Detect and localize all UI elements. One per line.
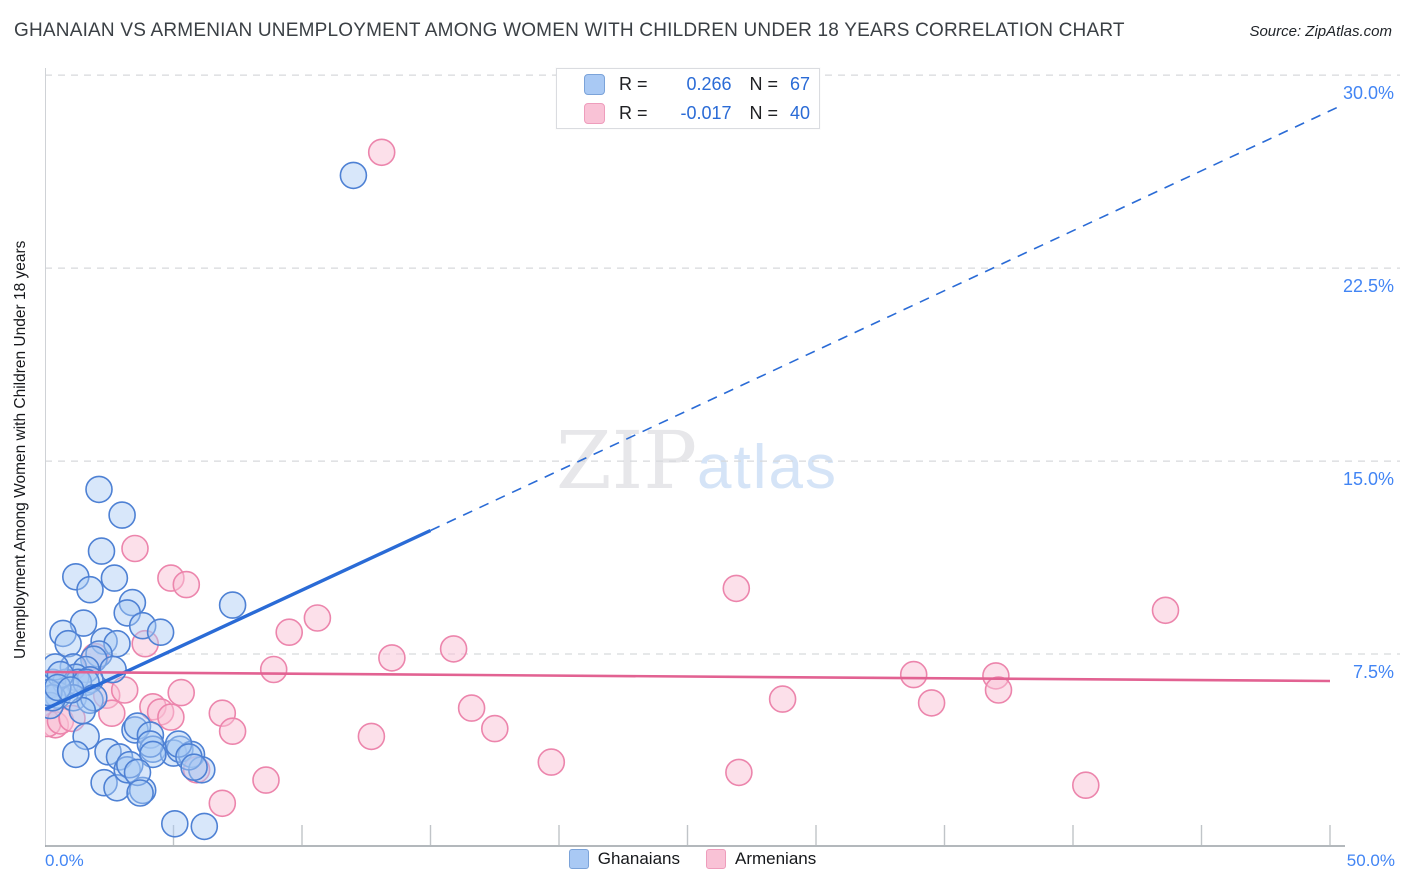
correlation-legend: R = 0.266 N = 67 R = -0.017 N = 40 xyxy=(556,68,820,129)
scatter-point-armenians[interactable] xyxy=(208,789,237,818)
scatter-point-ghanaians[interactable] xyxy=(76,575,104,604)
armenians-swatch-icon xyxy=(705,849,726,869)
armenians-swatch-icon xyxy=(584,102,605,124)
scatter-point-ghanaians[interactable] xyxy=(126,779,154,807)
scatter-point-ghanaians[interactable] xyxy=(85,475,113,504)
trend-line-armenians xyxy=(45,670,1331,683)
scatter-point-armenians[interactable] xyxy=(722,574,751,603)
scatter-point-ghanaians[interactable] xyxy=(128,611,157,640)
source-link[interactable]: Source: ZipAtlas.com xyxy=(1249,23,1392,40)
scatter-point-ghanaians[interactable] xyxy=(161,809,189,838)
scatter-point-armenians[interactable] xyxy=(218,717,247,746)
scatter-point-armenians[interactable] xyxy=(259,655,288,684)
scatter-point-ghanaians[interactable] xyxy=(123,758,152,787)
n-value: 40 xyxy=(790,102,811,123)
scatter-point-armenians[interactable] xyxy=(457,694,486,722)
scatter-point-armenians[interactable] xyxy=(1151,596,1180,625)
r-label: R = xyxy=(619,102,648,123)
series-legend: Ghanaians Armenians xyxy=(45,849,1340,869)
scatter-point-ghanaians[interactable] xyxy=(146,618,175,647)
scatter-point-armenians[interactable] xyxy=(131,629,159,658)
scatter-point-armenians[interactable] xyxy=(110,676,139,704)
legend-row-armenians: R = -0.017 N = 40 xyxy=(584,101,819,125)
scatter-point-ghanaians[interactable] xyxy=(61,740,90,769)
trend-line-ghanaians xyxy=(45,528,432,711)
ghanaians-swatch-icon xyxy=(568,849,589,869)
x-tick-max: 50.0% xyxy=(1346,851,1395,870)
page-title: GHANAIAN VS ARMENIAN UNEMPLOYMENT AMONG … xyxy=(14,20,1125,41)
y-tick-7-5: 7.5% xyxy=(1352,662,1394,682)
scatter-point-armenians[interactable] xyxy=(275,618,303,647)
scatter-plot-canvas xyxy=(45,68,1400,847)
legend-item-ghanaians: Ghanaians xyxy=(568,849,680,869)
scatter-point-armenians[interactable] xyxy=(303,604,332,632)
scatter-point-armenians[interactable] xyxy=(357,722,386,751)
scatter-point-armenians[interactable] xyxy=(157,703,185,731)
scatter-point-armenians[interactable] xyxy=(167,678,195,707)
scatter-point-armenians[interactable] xyxy=(537,748,566,776)
scatter-point-armenians[interactable] xyxy=(917,689,946,717)
scatter-point-armenians[interactable] xyxy=(768,685,797,713)
n-value: 67 xyxy=(790,73,811,94)
scatter-point-ghanaians[interactable] xyxy=(108,501,136,529)
scatter-point-armenians[interactable] xyxy=(1072,771,1100,800)
scatter-point-armenians[interactable] xyxy=(480,714,509,743)
y-tick-15: 15.0% xyxy=(1342,469,1394,489)
scatter-point-ghanaians[interactable] xyxy=(116,750,144,779)
legend-row-ghanaians: R = 0.266 N = 67 xyxy=(584,72,819,96)
scatter-point-armenians[interactable] xyxy=(121,534,149,563)
x-tick-min: 0.0% xyxy=(45,851,84,870)
scatter-point-ghanaians[interactable] xyxy=(180,753,208,782)
scatter-point-ghanaians[interactable] xyxy=(139,740,167,769)
scatter-point-ghanaians[interactable] xyxy=(218,591,247,619)
scatter-point-armenians[interactable] xyxy=(984,676,1013,704)
y-axis-label: Unemployment Among Women with Children U… xyxy=(12,240,29,660)
scatter-point-armenians[interactable] xyxy=(725,758,753,787)
scatter-point-armenians[interactable] xyxy=(252,766,280,794)
r-value: -0.017 xyxy=(680,102,732,123)
n-label: N = xyxy=(749,102,779,123)
scatter-point-ghanaians[interactable] xyxy=(339,161,368,190)
ghanaians-swatch-icon xyxy=(584,73,605,95)
legend-item-armenians: Armenians xyxy=(705,849,817,869)
scatter-point-armenians[interactable] xyxy=(899,660,928,689)
r-value: 0.266 xyxy=(686,73,732,94)
y-tick-22-5: 22.5% xyxy=(1342,276,1394,296)
scatter-point-armenians[interactable] xyxy=(439,635,468,663)
legend-label: Armenians xyxy=(734,849,817,868)
scatter-point-ghanaians[interactable] xyxy=(100,564,129,592)
legend-label: Ghanaians xyxy=(597,849,680,868)
y-tick-30: 30.0% xyxy=(1342,83,1394,103)
scatter-point-armenians[interactable] xyxy=(172,570,201,599)
scatter-point-armenians[interactable] xyxy=(98,699,126,728)
scatter-point-armenians[interactable] xyxy=(378,644,406,672)
trend-line-extrapolated-ghanaians xyxy=(430,105,1341,532)
scatter-point-ghanaians[interactable] xyxy=(136,730,165,758)
scatter-point-ghanaians[interactable] xyxy=(72,722,100,751)
scatter-point-armenians[interactable] xyxy=(367,138,396,167)
scatter-point-ghanaians[interactable] xyxy=(87,537,116,565)
scatter-point-ghanaians[interactable] xyxy=(54,629,82,658)
n-label: N = xyxy=(749,73,779,94)
scatter-point-ghanaians[interactable] xyxy=(190,812,219,841)
r-label: R = xyxy=(619,73,648,94)
